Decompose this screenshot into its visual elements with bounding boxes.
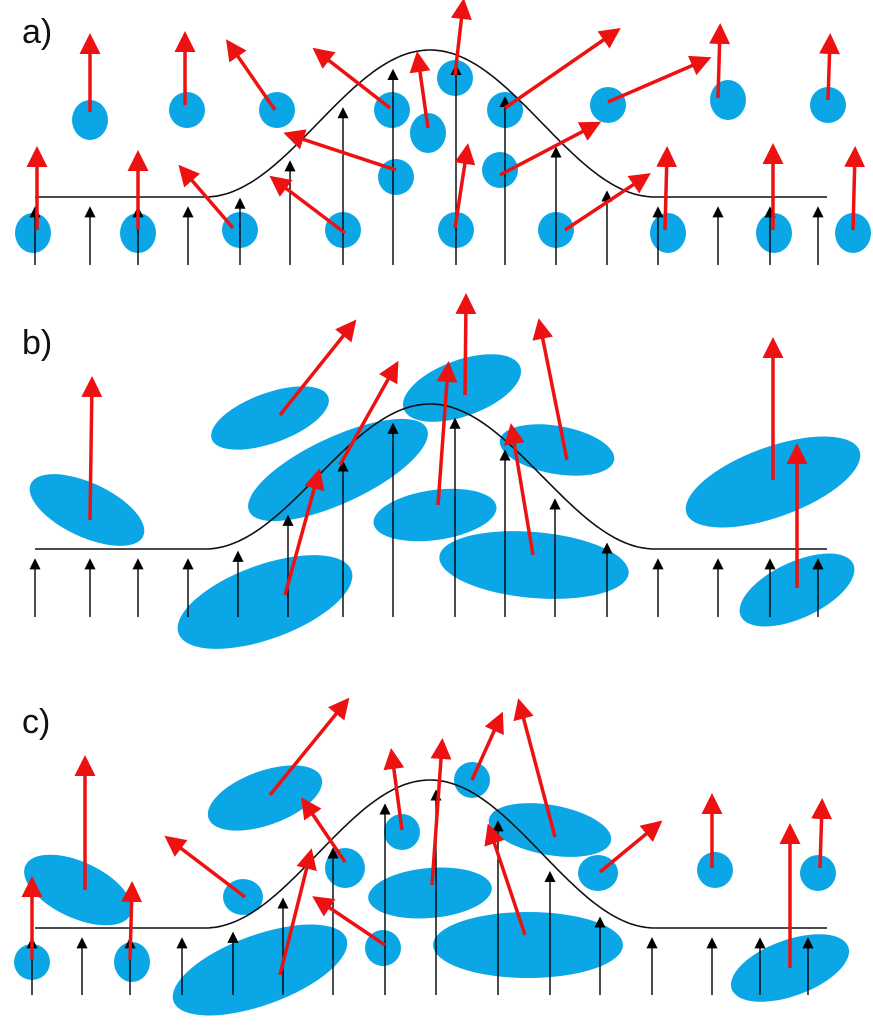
particle bbox=[24, 854, 132, 926]
velocity-arrow bbox=[564, 173, 651, 232]
particle bbox=[207, 765, 323, 831]
particle bbox=[211, 386, 329, 450]
particle bbox=[374, 92, 410, 128]
panel-label: a) bbox=[22, 13, 52, 51]
velocity-arrow bbox=[278, 319, 357, 417]
particle bbox=[325, 848, 365, 888]
profile-curve bbox=[35, 779, 827, 929]
velocity-arrow bbox=[513, 698, 557, 838]
velocity-arrow bbox=[709, 23, 731, 99]
velocity-arrow bbox=[278, 848, 317, 976]
profile-curve bbox=[35, 49, 827, 198]
velocity-arrow bbox=[178, 164, 235, 230]
particle bbox=[835, 213, 871, 253]
velocity-arrow bbox=[81, 376, 103, 521]
particle bbox=[172, 924, 348, 1016]
velocity-arrow bbox=[504, 28, 621, 110]
velocity-arrow bbox=[844, 146, 866, 231]
particle bbox=[114, 942, 150, 982]
particle bbox=[697, 852, 733, 888]
velocity-arrow bbox=[312, 47, 392, 110]
velocity-arrow bbox=[455, 293, 477, 396]
velocity-arrow bbox=[409, 51, 431, 129]
velocity-arrow bbox=[436, 361, 458, 506]
velocity-arrow bbox=[312, 896, 386, 947]
particle bbox=[800, 855, 836, 891]
velocity-arrow bbox=[301, 797, 347, 863]
velocity-arrow bbox=[499, 121, 602, 177]
particle bbox=[368, 867, 492, 919]
particle bbox=[685, 436, 861, 528]
velocity-arrow bbox=[283, 129, 397, 172]
velocity-arrow bbox=[121, 881, 143, 961]
particle bbox=[410, 113, 446, 153]
velocity-arrow bbox=[450, 0, 472, 76]
velocity-arrow bbox=[484, 823, 527, 936]
particle bbox=[437, 60, 473, 96]
particle bbox=[488, 803, 612, 857]
velocity-arrow bbox=[430, 738, 452, 886]
particle bbox=[384, 814, 420, 850]
velocity-arrow bbox=[269, 175, 347, 235]
velocity-arrow bbox=[164, 835, 247, 899]
particle bbox=[439, 531, 629, 599]
panel-label: b) bbox=[22, 324, 52, 362]
particle bbox=[650, 213, 686, 253]
particle bbox=[169, 92, 205, 128]
velocity-arrow bbox=[656, 146, 678, 231]
velocity-arrow bbox=[598, 820, 663, 874]
particle bbox=[756, 213, 792, 253]
particle bbox=[810, 87, 846, 123]
velocity-arrow bbox=[453, 143, 476, 229]
velocity-arrow bbox=[470, 711, 504, 781]
velocity-arrow bbox=[283, 468, 325, 596]
velocity-arrow bbox=[607, 55, 712, 104]
particle bbox=[177, 555, 353, 649]
particle bbox=[739, 553, 855, 627]
velocity-arrow bbox=[819, 33, 841, 101]
particle bbox=[402, 354, 522, 422]
particle bbox=[373, 488, 497, 542]
velocity-arrow bbox=[811, 798, 833, 869]
particle bbox=[72, 100, 108, 140]
velocity-arrow bbox=[532, 318, 569, 461]
particle bbox=[590, 87, 626, 123]
particle bbox=[15, 213, 51, 253]
velocity-arrow bbox=[338, 360, 399, 466]
panel-label: c) bbox=[22, 703, 50, 741]
velocity-arrow bbox=[383, 748, 405, 831]
velocity-arrow bbox=[503, 423, 535, 556]
profile-curve bbox=[35, 403, 827, 550]
velocity-arrow bbox=[268, 697, 350, 797]
velocity-arrow bbox=[226, 39, 277, 111]
particle bbox=[710, 80, 746, 120]
particle bbox=[433, 912, 623, 978]
particle bbox=[29, 474, 145, 546]
particle bbox=[482, 152, 518, 188]
